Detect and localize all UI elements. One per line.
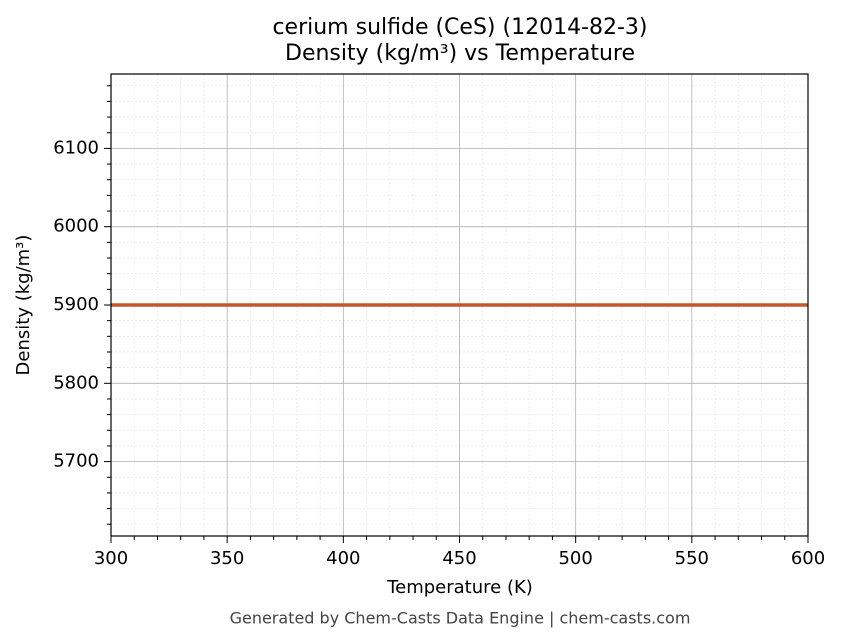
y-tick-label: 5800	[53, 372, 99, 393]
y-tick-label: 6100	[53, 137, 99, 158]
x-tick-label: 500	[558, 548, 592, 569]
x-tick-label: 600	[791, 548, 825, 569]
x-tick-label: 450	[442, 548, 476, 569]
x-axis-label: Temperature (K)	[386, 577, 533, 598]
plot-frame	[110, 73, 809, 537]
chart-title: cerium sulfide (CeS) (12014-82-3)	[272, 15, 647, 40]
y-tick-label: 5900	[53, 294, 99, 315]
footer: Generated by Chem-Casts Data Engine | ch…	[230, 609, 691, 628]
y-tick-label: 5700	[53, 451, 99, 472]
x-tick-label: 400	[326, 548, 360, 569]
y-tick-label: 6000	[53, 216, 99, 237]
chart-subtitle: Density (kg/m³) vs Temperature	[285, 41, 635, 66]
x-tick-label: 550	[675, 548, 709, 569]
x-tick-label: 300	[94, 548, 128, 569]
y-axis-label: Density (kg/m³)	[13, 235, 34, 376]
x-tick-label: 350	[210, 548, 244, 569]
